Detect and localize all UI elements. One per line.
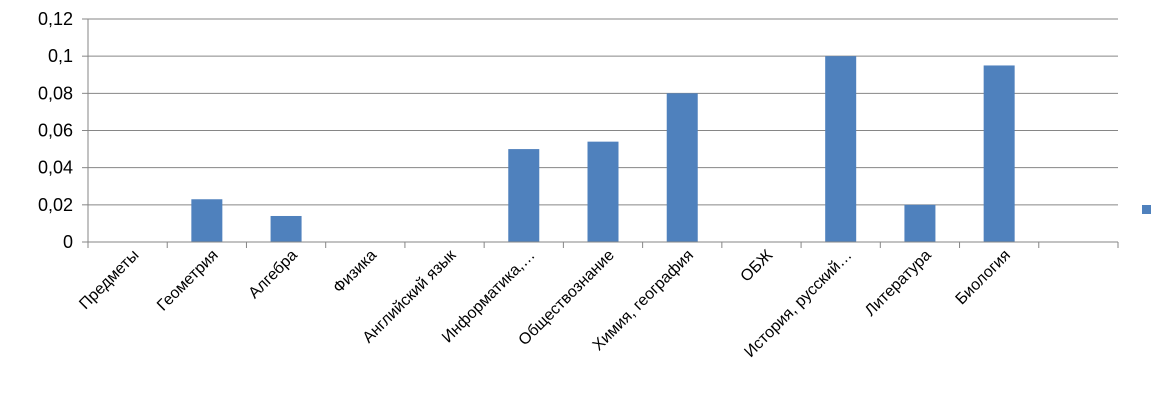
x-tick-label: Физика bbox=[330, 247, 380, 297]
bar bbox=[825, 56, 857, 242]
legend-marker bbox=[1142, 205, 1151, 214]
x-tick-labels: Предметы Геометрия Алгебра ФизикаАнглийский… bbox=[76, 246, 1014, 361]
x-tick-label: Литература bbox=[862, 247, 935, 320]
gridlines bbox=[88, 18, 1118, 206]
y-tick-label: 0,02 bbox=[38, 195, 73, 215]
y-tick-label: 0,12 bbox=[38, 9, 73, 29]
bar bbox=[508, 149, 540, 242]
bar bbox=[270, 215, 302, 242]
y-tick-label: 0 bbox=[63, 232, 73, 252]
bars bbox=[191, 56, 1015, 242]
y-tick-label: 0,1 bbox=[48, 46, 73, 66]
y-tick-label: 0,04 bbox=[38, 158, 73, 178]
y-tick-labels: 0 0,02 0,04 0,06 0,08 0,1 0,12 bbox=[38, 9, 73, 252]
x-tick-label: Биология bbox=[953, 247, 1014, 308]
x-tick-label: ОБЖ bbox=[738, 247, 777, 286]
bar bbox=[666, 93, 698, 242]
x-tick-label: Алгебра bbox=[246, 247, 301, 302]
bar bbox=[191, 199, 223, 242]
y-tick-label: 0,06 bbox=[38, 121, 73, 141]
x-tick-label: Предметы bbox=[76, 247, 142, 313]
bar bbox=[904, 204, 936, 242]
bar bbox=[983, 65, 1015, 242]
bar bbox=[587, 141, 619, 242]
axes bbox=[82, 18, 1119, 248]
x-tick-label: Геометрия bbox=[154, 247, 222, 315]
y-tick-label: 0,08 bbox=[38, 83, 73, 103]
